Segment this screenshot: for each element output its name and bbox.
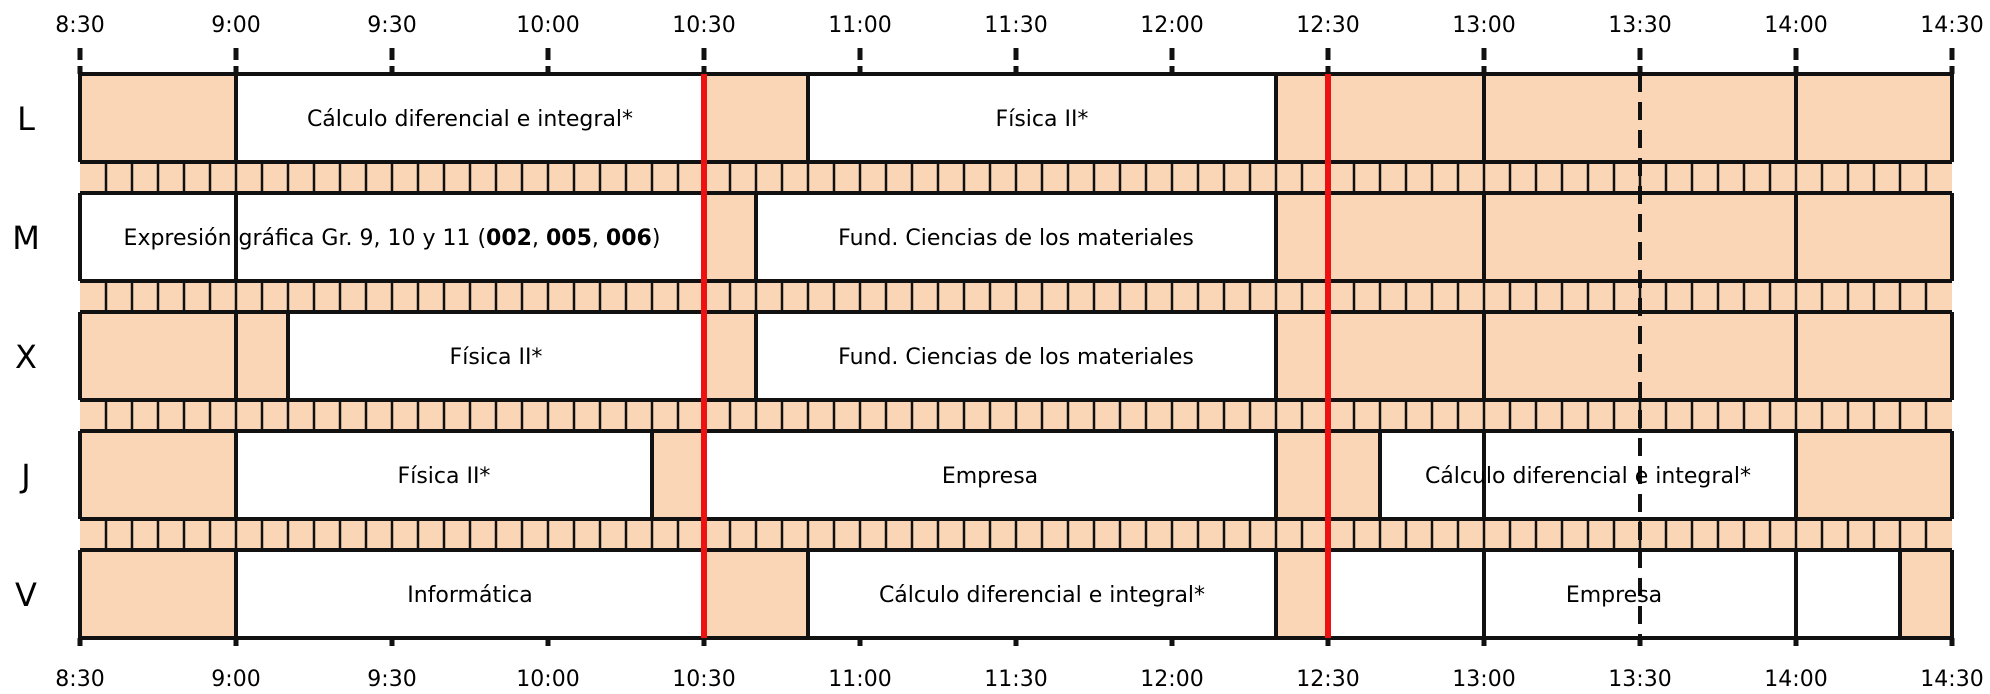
class-block — [236, 74, 704, 162]
class-label-part: Cálculo diferencial e integral* — [1425, 464, 1751, 489]
class-block — [80, 193, 704, 281]
time-label-bottom: 12:30 — [1296, 667, 1359, 692]
class-block — [756, 193, 1276, 281]
class-label: Informática — [407, 583, 533, 608]
class-label-part: Expresión gráfica Gr. 9, 10 y 11 ( — [124, 226, 486, 251]
time-label-top: 13:00 — [1452, 13, 1515, 38]
class-label: Cálculo diferencial e integral* — [307, 107, 633, 132]
class-label-part: Empresa — [1566, 583, 1662, 608]
red-markers — [701, 74, 1331, 638]
time-label-top: 10:30 — [672, 13, 735, 38]
class-label-part: 002 — [486, 226, 532, 251]
class-label: Física II* — [450, 345, 543, 370]
time-label-bottom: 11:00 — [828, 667, 891, 692]
class-block — [756, 312, 1276, 400]
time-label-bottom: 14:00 — [1764, 667, 1827, 692]
time-label-bottom: 9:00 — [211, 667, 260, 692]
class-label-part: 005 — [546, 226, 592, 251]
time-label-top: 9:30 — [367, 13, 416, 38]
day-label-l: L — [17, 100, 35, 138]
time-label-bottom: 13:30 — [1608, 667, 1671, 692]
class-label: Física II* — [398, 464, 491, 489]
class-label-part: Cálculo diferencial e integral* — [879, 583, 1205, 608]
day-label-m: M — [12, 219, 40, 257]
class-label-part: ) — [652, 226, 661, 251]
grid-lines — [77, 48, 1955, 646]
class-block — [236, 550, 704, 638]
class-block — [1380, 431, 1796, 519]
class-label-part: Física II* — [996, 107, 1089, 132]
class-label-part: Fund. Ciencias de los materiales — [838, 226, 1194, 251]
class-label: Fund. Ciencias de los materiales — [838, 345, 1194, 370]
class-label-part: Empresa — [942, 464, 1038, 489]
time-label-top: 11:00 — [828, 13, 891, 38]
class-label: Física II* — [996, 107, 1089, 132]
class-block — [808, 550, 1276, 638]
class-block — [236, 431, 652, 519]
time-label-top: 9:00 — [211, 13, 260, 38]
day-label-j: J — [19, 457, 30, 495]
class-block — [704, 431, 1276, 519]
day-label-x: X — [15, 338, 37, 376]
class-label-part: 006 — [606, 226, 652, 251]
class-blocks — [78, 74, 1902, 638]
class-label-part: , — [592, 226, 606, 251]
time-label-top: 10:00 — [516, 13, 579, 38]
time-label-top: 12:30 — [1296, 13, 1359, 38]
class-label-part: Fund. Ciencias de los materiales — [838, 345, 1194, 370]
day-label-v: V — [15, 576, 37, 614]
time-label-top: 12:00 — [1140, 13, 1203, 38]
class-label-part: Cálculo diferencial e integral* — [307, 107, 633, 132]
labels: Cálculo diferencial e integral* Física II… — [12, 13, 1984, 692]
time-label-top: 14:00 — [1764, 13, 1827, 38]
time-label-bottom: 10:30 — [672, 667, 735, 692]
class-label: Empresa — [942, 464, 1038, 489]
time-label-bottom: 11:30 — [984, 667, 1047, 692]
time-label-top: 14:30 — [1920, 13, 1983, 38]
class-block — [1328, 550, 1900, 638]
class-block — [808, 74, 1276, 162]
class-label-part: , — [532, 226, 546, 251]
time-label-bottom: 14:30 — [1920, 667, 1983, 692]
class-label-part: Física II* — [398, 464, 491, 489]
time-label-bottom: 12:00 — [1140, 667, 1203, 692]
time-label-bottom: 9:30 — [367, 667, 416, 692]
class-label-part: Informática — [407, 583, 533, 608]
time-label-bottom: 8:30 — [55, 667, 104, 692]
class-label: Expresión gráfica Gr. 9, 10 y 11 (002, 0… — [124, 226, 661, 251]
time-label-bottom: 13:00 — [1452, 667, 1515, 692]
time-label-top: 11:30 — [984, 13, 1047, 38]
class-label: Cálculo diferencial e integral* — [879, 583, 1205, 608]
time-label-top: 8:30 — [55, 13, 104, 38]
class-label: Fund. Ciencias de los materiales — [838, 226, 1194, 251]
class-label-part: Física II* — [450, 345, 543, 370]
class-block — [288, 312, 704, 400]
time-label-top: 13:30 — [1608, 13, 1671, 38]
class-label: Cálculo diferencial e integral* — [1425, 464, 1751, 489]
class-label: Empresa — [1566, 583, 1662, 608]
time-label-bottom: 10:00 — [516, 667, 579, 692]
